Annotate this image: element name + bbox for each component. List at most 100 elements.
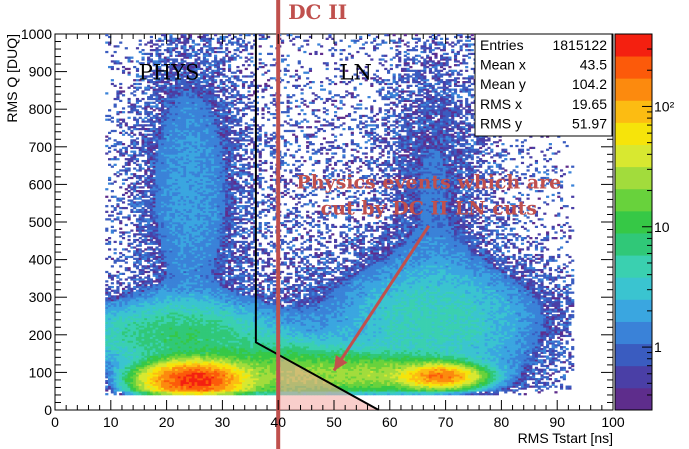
heatmap-cell <box>108 300 112 304</box>
heatmap-cell <box>174 180 179 183</box>
heatmap-cell <box>163 163 167 166</box>
heatmap-cell <box>183 381 187 385</box>
heatmap-cell <box>166 201 170 204</box>
heatmap-cell <box>152 90 156 93</box>
heatmap-cell <box>152 285 156 289</box>
heatmap-cell <box>127 368 131 371</box>
heatmap-cell <box>191 289 195 292</box>
heatmap-cell <box>110 353 114 356</box>
heatmap-cell <box>158 325 162 328</box>
heatmap-cell <box>188 82 193 86</box>
heatmap-cell <box>144 116 148 119</box>
heatmap-cell <box>188 90 193 93</box>
heatmap-cell <box>135 308 140 311</box>
heatmap-cell <box>200 253 204 257</box>
heatmap-cell <box>130 321 134 324</box>
heatmap-cell <box>138 225 142 228</box>
heatmap-cell <box>169 300 173 304</box>
heatmap-cell <box>135 389 140 392</box>
heatmap-cell <box>155 203 159 206</box>
heatmap-cell <box>194 169 198 172</box>
heatmap-cell <box>166 284 170 287</box>
heatmap-cell <box>152 336 156 339</box>
heatmap-cell <box>188 351 193 354</box>
heatmap-cell <box>186 191 190 195</box>
heatmap-cell <box>147 52 151 56</box>
heatmap-cell <box>155 112 159 116</box>
heatmap-cell <box>121 317 126 321</box>
heatmap-cell <box>191 364 195 368</box>
heatmap-cell <box>161 237 165 240</box>
heatmap-cell <box>110 120 114 123</box>
heatmap-cell <box>188 124 193 127</box>
heatmap-cell <box>163 393 167 396</box>
heatmap-cell <box>152 191 156 195</box>
heatmap-cell <box>177 97 181 101</box>
heatmap-cell <box>186 165 190 168</box>
heatmap-cell <box>174 347 179 351</box>
heatmap-cell <box>194 199 198 202</box>
heatmap-cell <box>183 223 187 227</box>
heatmap-cell <box>169 43 173 46</box>
heatmap-cell <box>119 336 123 339</box>
heatmap-cell <box>149 316 153 319</box>
heatmap-cell <box>174 222 179 225</box>
heatmap-cell <box>174 171 179 174</box>
heatmap-cell <box>135 112 140 116</box>
heatmap-cell <box>116 361 120 364</box>
heatmap-cell <box>188 220 193 223</box>
heatmap-cell <box>174 385 179 388</box>
heatmap-cell <box>138 178 142 181</box>
heatmap-cell <box>169 54 173 57</box>
heatmap-cell <box>200 193 204 197</box>
heatmap-cell <box>113 319 117 322</box>
heatmap-cell <box>186 342 190 345</box>
heatmap-cell <box>119 376 123 379</box>
heatmap-cell <box>138 334 142 338</box>
heatmap-cell <box>135 69 140 72</box>
heatmap-cell <box>200 242 204 245</box>
heatmap-cell <box>197 353 201 356</box>
heatmap-cell <box>152 173 156 176</box>
heatmap-cell <box>147 141 151 144</box>
heatmap-cell <box>180 302 184 306</box>
heatmap-cell <box>200 321 204 324</box>
heatmap-cell <box>110 310 114 313</box>
heatmap-cell <box>188 336 193 339</box>
heatmap-cell <box>174 96 179 99</box>
heatmap-cell <box>163 295 167 298</box>
heatmap-cell <box>135 323 140 326</box>
heatmap-cell <box>158 351 162 354</box>
heatmap-cell <box>116 205 120 208</box>
heatmap-cell <box>105 306 109 309</box>
heatmap-cell <box>121 359 126 362</box>
heatmap-cell <box>149 188 153 191</box>
heatmap-cell <box>166 259 170 262</box>
heatmap-cell <box>144 124 148 127</box>
heatmap-cell <box>110 285 114 289</box>
heatmap-cell <box>141 97 145 101</box>
heatmap-cell <box>113 325 117 328</box>
heatmap-cell <box>144 310 148 313</box>
heatmap-cell <box>177 308 181 311</box>
heatmap-cell <box>174 269 179 272</box>
heatmap-cell <box>147 332 151 336</box>
heatmap-cell <box>110 158 114 161</box>
heatmap-cell <box>113 340 117 343</box>
heatmap-cell <box>138 376 142 379</box>
heatmap-cell <box>110 346 114 349</box>
heatmap-cell <box>183 253 187 257</box>
heatmap-cell <box>197 188 201 191</box>
heatmap-cell <box>161 137 165 140</box>
heatmap-cell <box>119 334 123 338</box>
heatmap-cell <box>197 317 201 321</box>
heatmap-cell <box>121 370 126 373</box>
heatmap-cell <box>169 222 173 225</box>
heatmap-cell <box>130 314 134 317</box>
heatmap-cell <box>133 161 137 165</box>
heatmap-cell <box>166 156 170 159</box>
heatmap-cell <box>169 206 173 210</box>
heatmap-cell <box>191 317 195 321</box>
heatmap-cell <box>133 342 137 345</box>
heatmap-cell <box>172 65 176 69</box>
